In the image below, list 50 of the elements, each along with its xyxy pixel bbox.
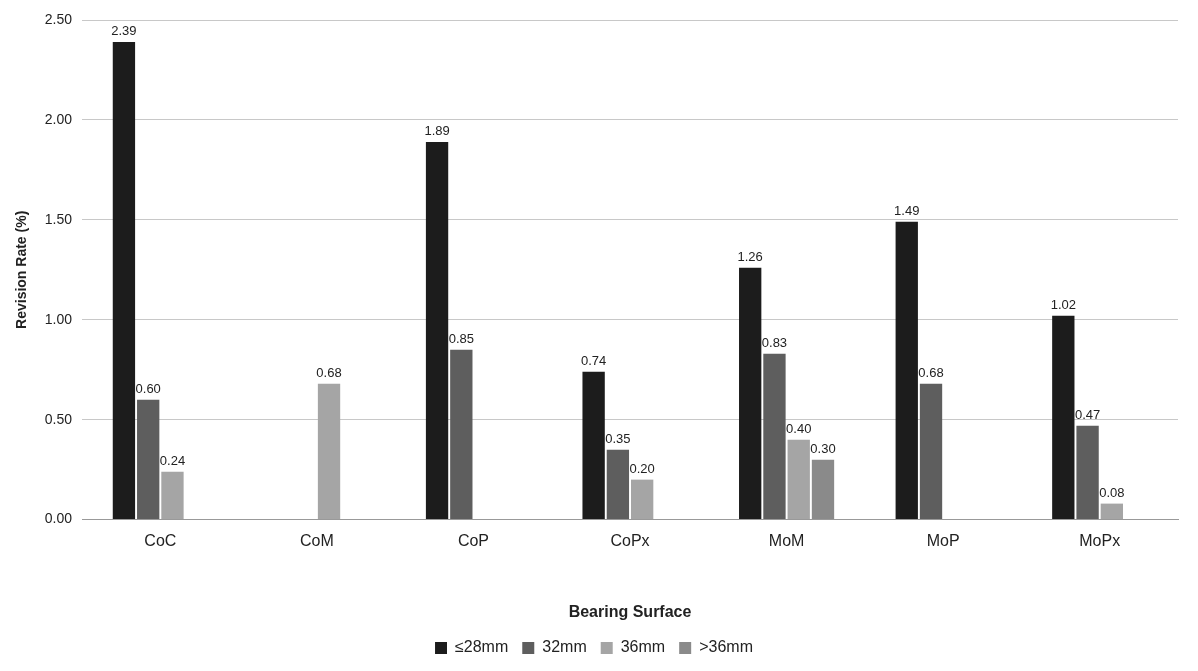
data-label: 0.35 [605,430,631,446]
bar [606,449,630,520]
bar [763,353,786,520]
data-label: 2.39 [111,23,137,39]
bar [1052,315,1075,520]
x-tick-label: MoP [926,531,960,549]
bar [425,141,449,520]
x-tick-label: MoM [768,531,805,549]
data-label: 1.26 [737,248,763,264]
x-tick-label: CoPx [610,531,650,549]
data-label: 0.74 [580,352,607,368]
bar [895,221,918,520]
y-tick-label: 1.00 [44,310,73,327]
data-label: 1.89 [424,122,450,138]
bar [450,349,473,520]
bar [811,459,835,520]
data-label: 0.68 [316,364,342,380]
x-tick-label: CoP [457,531,490,549]
y-tick-label: 2.50 [44,10,73,27]
x-tick-label: CoM [300,531,334,549]
data-label: 0.85 [448,330,474,346]
data-label: 0.47 [1074,406,1101,422]
data-label: 0.24 [159,452,186,468]
x-axis-title: Bearing Surface [568,602,692,620]
y-tick-label: 0.00 [44,510,73,527]
x-tick-label: MoPx [1079,531,1121,549]
data-label: 1.49 [894,202,920,218]
data-label: 1.02 [1050,296,1076,312]
bar [112,41,136,520]
legend-label: >36mm [699,638,753,656]
data-label: 0.30 [810,440,836,456]
bar [137,399,160,520]
data-label: 0.68 [918,364,944,380]
x-tick-label: CoC [144,531,177,549]
data-label: 0.60 [135,380,161,396]
data-label: 0.20 [629,460,655,476]
data-label: 0.83 [761,334,788,350]
legend-label: 36mm [620,638,666,656]
y-axis-title: Revision Rate (%) [13,210,30,329]
y-tick-label: 2.00 [44,110,73,127]
bar [919,383,943,520]
legend-label: ≤28mm [455,638,509,656]
data-label: 0.40 [786,420,812,436]
data-label: 0.08 [1099,484,1125,500]
y-tick-label: 1.50 [44,210,73,227]
legend-label: 32mm [542,638,587,656]
bar [739,267,762,520]
bar [582,371,605,520]
y-tick-label: 0.50 [44,410,73,427]
bar [1076,425,1099,520]
